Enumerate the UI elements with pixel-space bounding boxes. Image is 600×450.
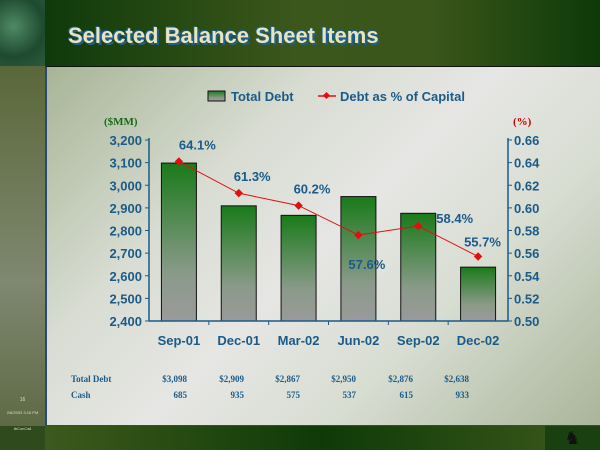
bar-mar-02 <box>280 214 317 322</box>
table-cell: $3,098 <box>162 374 187 384</box>
debt-pct-line <box>178 161 479 257</box>
left-tick-label: 2,500 <box>109 291 142 306</box>
right-tick-label: 0.60 <box>514 201 539 216</box>
left-axis-title: ($MM) <box>104 116 138 128</box>
right-tick-label: 0.64 <box>514 156 540 171</box>
x-tick-label: Sep-02 <box>397 333 440 348</box>
table-cell: $2,867 <box>275 374 300 384</box>
left-strip <box>0 66 45 426</box>
table-cell: $2,909 <box>219 374 244 384</box>
right-axis-title: (%) <box>513 116 532 128</box>
footer-bar <box>45 426 600 450</box>
table-cell: $2,638 <box>444 374 469 384</box>
table-cell: 935 <box>230 390 245 400</box>
data-label: 55.7% <box>464 235 501 250</box>
table-cell: $2,950 <box>331 374 356 384</box>
x-tick-label: Dec-01 <box>217 333 260 348</box>
x-tick-label: Jun-02 <box>337 333 379 348</box>
legend-total-debt: Total Debt <box>231 89 294 104</box>
bar-sep-01 <box>160 162 197 322</box>
company-logo: ♞ <box>545 426 600 450</box>
right-tick-label: 0.50 <box>514 314 539 329</box>
debt-pct-marker <box>414 221 423 231</box>
left-tick-label: 3,100 <box>109 156 142 171</box>
table-cell: $2,876 <box>388 374 413 384</box>
right-tick-label: 0.56 <box>514 246 539 261</box>
slide-footer-text: tbConCall <box>13 426 32 431</box>
table-cell: 685 <box>173 390 188 400</box>
debt-pct-marker <box>174 157 184 166</box>
left-tick-label: 2,700 <box>109 246 142 261</box>
x-tick-label: Sep-01 <box>158 333 201 348</box>
bar-sep-02 <box>400 212 437 322</box>
table-cell: 615 <box>399 390 414 400</box>
right-tick-label: 0.66 <box>514 133 539 148</box>
table-cell: 575 <box>286 390 301 400</box>
table-row-label: Cash <box>71 390 91 400</box>
left-tick-label: 3,000 <box>109 178 142 193</box>
bar-dec-02 <box>460 266 497 322</box>
left-tick-label: 3,200 <box>109 133 142 148</box>
left-tick-label: 2,600 <box>109 269 142 284</box>
debt-pct-marker <box>473 252 483 261</box>
right-tick-label: 0.58 <box>514 224 539 239</box>
data-label: 57.6% <box>348 257 385 272</box>
right-tick-label: 0.52 <box>514 291 539 306</box>
slide-timestamp: 2/6/2003 3:16 PM <box>6 410 39 415</box>
data-label: 61.3% <box>234 169 271 184</box>
data-label: 58.4% <box>436 211 473 226</box>
legend-line-marker <box>322 91 331 100</box>
debt-pct-marker <box>294 201 303 210</box>
data-label: 60.2% <box>294 182 331 197</box>
legend: Total Debt Debt as % of Capital <box>207 89 465 104</box>
right-tick-label: 0.54 <box>514 269 540 284</box>
table-cell: 537 <box>342 390 357 400</box>
debt-pct-marker <box>234 188 243 198</box>
bar-dec-01 <box>220 205 257 322</box>
x-tick-label: Dec-02 <box>457 333 500 348</box>
bar-jun-02 <box>340 196 377 322</box>
table-row-label: Total Debt <box>71 374 112 384</box>
left-tick-label: 2,800 <box>109 224 142 239</box>
debt-pct-marker <box>354 230 363 240</box>
legend-debt-pct: Debt as % of Capital <box>340 89 465 104</box>
table-cell: 933 <box>455 390 470 400</box>
left-tick-label: 2,400 <box>109 314 142 329</box>
slide-title: Selected Balance Sheet Items <box>68 23 379 48</box>
data-label: 64.1% <box>179 137 216 152</box>
right-tick-label: 0.62 <box>514 178 539 193</box>
header-bar <box>45 0 600 66</box>
left-tick-label: 2,900 <box>109 201 142 216</box>
legend-bar-swatch <box>207 90 226 102</box>
slide-number: 16 <box>19 397 26 403</box>
marble-texture <box>0 0 45 66</box>
x-tick-label: Mar-02 <box>278 333 320 348</box>
